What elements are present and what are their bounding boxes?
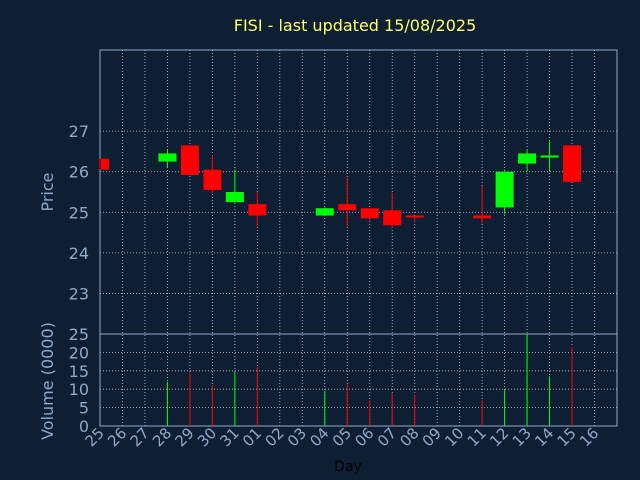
volume-panel-frame bbox=[99, 333, 618, 427]
x-axis-label: Day bbox=[334, 459, 362, 475]
volume-tick-label: 0 bbox=[79, 417, 89, 436]
volume-axis-label: Volume (0000) bbox=[38, 322, 57, 440]
volume-tick-label: 10 bbox=[69, 380, 89, 399]
candle-body bbox=[563, 145, 582, 182]
volume-tick-label: 15 bbox=[69, 362, 89, 381]
candle-body bbox=[360, 208, 379, 219]
chart-title: FISI - last updated 15/08/2025 bbox=[234, 16, 477, 35]
candle-body bbox=[383, 210, 402, 226]
candle-body bbox=[540, 155, 559, 158]
candle-body bbox=[495, 171, 514, 208]
candles bbox=[99, 141, 582, 229]
candle-body bbox=[158, 153, 177, 162]
candle-body bbox=[180, 145, 199, 175]
price-tick-label: 23 bbox=[69, 284, 89, 303]
plot-frames bbox=[99, 49, 618, 427]
price-axis-label: Price bbox=[38, 172, 57, 211]
price-tick-label: 26 bbox=[69, 163, 89, 182]
candle-body bbox=[405, 215, 424, 218]
candle-body bbox=[338, 204, 357, 211]
candle-body bbox=[518, 153, 537, 164]
volume-tick-label: 20 bbox=[69, 343, 89, 362]
candle-body bbox=[225, 192, 244, 203]
grid-layer bbox=[100, 50, 617, 426]
volume-bars bbox=[166, 334, 573, 426]
volume-tick-label: 5 bbox=[79, 399, 89, 418]
price-tick-label: 27 bbox=[69, 122, 89, 141]
volume-tick-label: 25 bbox=[69, 325, 89, 344]
candle-body bbox=[101, 158, 109, 170]
candle-body bbox=[473, 215, 492, 219]
price-tick-label: 24 bbox=[69, 244, 89, 263]
price-tick-label: 25 bbox=[69, 203, 89, 222]
candle-body bbox=[315, 208, 334, 216]
candle-body bbox=[203, 169, 222, 190]
candle-body bbox=[248, 204, 267, 216]
